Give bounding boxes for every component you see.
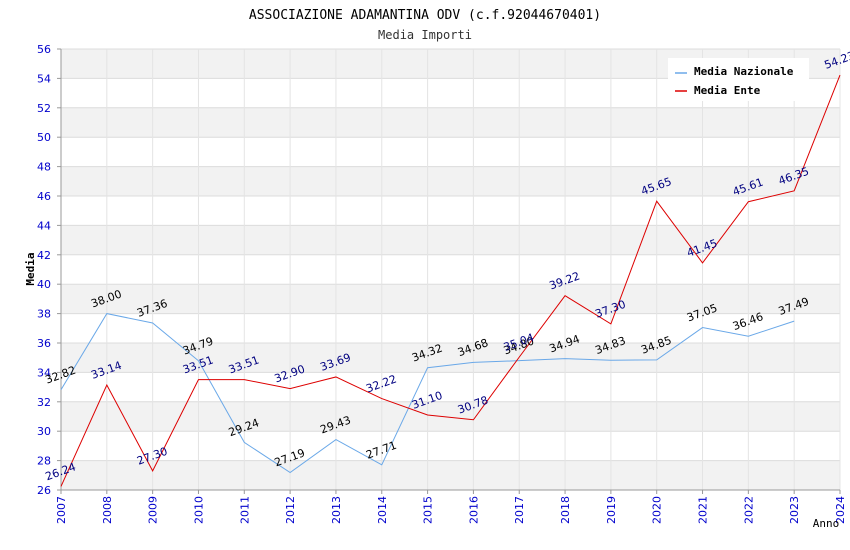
- legend-box: [668, 58, 809, 101]
- y-tick-label: 40: [37, 278, 51, 291]
- x-axis-label: Anno: [813, 517, 840, 530]
- plot-band: [61, 137, 840, 167]
- legend-label-ente: Media Ente: [694, 84, 761, 97]
- y-tick-label: 42: [37, 249, 51, 262]
- plot-band: [61, 284, 840, 314]
- x-tick-label: 2012: [284, 496, 297, 524]
- y-tick-label: 48: [37, 161, 51, 174]
- x-tick-label: 2024: [834, 496, 847, 524]
- x-tick-label: 2008: [101, 496, 114, 524]
- chart-title: ASSOCIAZIONE ADAMANTINA ODV (c.f.9204467…: [249, 8, 601, 23]
- plot-band: [61, 372, 840, 402]
- series-lines: [60, 74, 841, 487]
- x-tick-label: 2015: [422, 496, 435, 524]
- plot-band: [61, 225, 840, 255]
- x-tick-label: 2016: [467, 496, 480, 524]
- x-tick-label: 2021: [697, 496, 710, 524]
- plot-band: [61, 166, 840, 196]
- x-tick-label: 2023: [788, 496, 801, 524]
- plot-band: [61, 254, 840, 285]
- y-tick-label: 36: [37, 337, 51, 350]
- plot-band: [61, 313, 840, 343]
- x-tick-label: 2019: [605, 496, 618, 524]
- y-tick-label: 34: [37, 366, 51, 379]
- plot-band: [61, 460, 840, 490]
- plot-band: [61, 107, 840, 138]
- x-tick-label: 2011: [238, 496, 251, 524]
- y-tick-labels: 26 28 30 32 34 36 38 40 42 44 46 48 50 52 54 56: [37, 43, 51, 497]
- y-axis-label: Media: [24, 252, 37, 285]
- y-tick-label: 54: [37, 72, 51, 85]
- plot-band: [61, 431, 840, 461]
- y-tick-label: 44: [37, 219, 51, 232]
- y-tick-label: 28: [37, 455, 51, 468]
- x-tick-label: 2010: [192, 496, 205, 524]
- y-tick-label: 50: [37, 131, 51, 144]
- legend: Media Nazionale Media Ente: [668, 58, 809, 101]
- y-tick-label: 38: [37, 308, 51, 321]
- x-tick-label: 2009: [147, 496, 160, 524]
- y-tick-label: 32: [37, 396, 51, 409]
- y-tick-label: 52: [37, 102, 51, 115]
- x-tick-label: 2013: [330, 496, 343, 524]
- plot-band: [61, 401, 840, 432]
- y-tick-label: 26: [37, 484, 51, 497]
- chart-subtitle: Media Importi: [378, 28, 472, 42]
- legend-label-nazionale: Media Nazionale: [694, 65, 794, 78]
- x-tick-label: 2020: [651, 496, 664, 524]
- x-tick-label: 2017: [513, 496, 526, 524]
- x-tick-label: 2018: [559, 496, 572, 524]
- y-tick-label: 30: [37, 425, 51, 438]
- series-line-ente: [60, 74, 841, 487]
- x-tick-label: 2014: [376, 496, 389, 524]
- plot-band: [61, 196, 840, 226]
- plot-band: [61, 343, 840, 373]
- series-line-nazionale: [60, 313, 795, 474]
- x-tick-label: 2007: [55, 496, 68, 524]
- y-tick-label: 46: [37, 190, 51, 203]
- x-tick-labels: 2007 2008 2009 2010 2011 2012 2013 2014 2015 2016…: [55, 496, 847, 524]
- x-tick-label: 2022: [742, 496, 755, 524]
- y-tick-label: 56: [37, 43, 51, 56]
- plot-bands: [61, 49, 840, 490]
